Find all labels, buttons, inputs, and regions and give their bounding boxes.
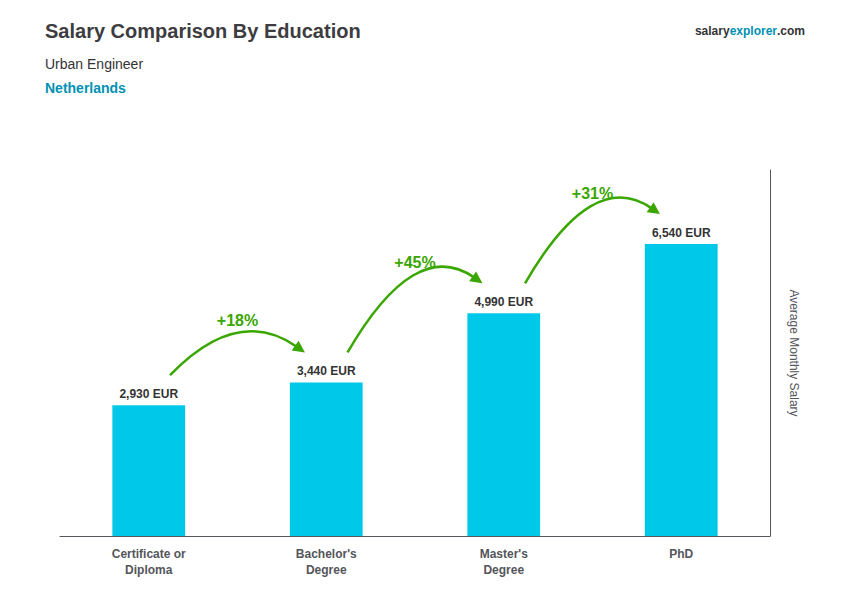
svg-text:4,990 EUR: 4,990 EUR xyxy=(474,295,533,309)
svg-text:Urban Engineer: Urban Engineer xyxy=(45,56,143,72)
svg-text:.com: .com xyxy=(777,24,805,38)
svg-text:explorer: explorer xyxy=(730,24,778,38)
svg-text:Degree: Degree xyxy=(306,563,347,577)
svg-text:Diploma: Diploma xyxy=(125,563,173,577)
svg-text:salary: salary xyxy=(695,24,730,38)
svg-text:+18%: +18% xyxy=(217,312,258,329)
svg-text:PhD: PhD xyxy=(669,547,693,561)
svg-text:+45%: +45% xyxy=(394,254,435,271)
svg-text:Bachelor's: Bachelor's xyxy=(296,547,357,561)
svg-text:Certificate or: Certificate or xyxy=(112,547,186,561)
svg-text:Average Monthly Salary: Average Monthly Salary xyxy=(787,289,801,416)
svg-text:2,930 EUR: 2,930 EUR xyxy=(119,387,178,401)
svg-text:6,540 EUR: 6,540 EUR xyxy=(652,226,711,240)
svg-text:+31%: +31% xyxy=(572,185,613,202)
svg-text:Salary Comparison By Education: Salary Comparison By Education xyxy=(45,20,361,42)
svg-text:3,440 EUR: 3,440 EUR xyxy=(297,364,356,378)
svg-text:Degree: Degree xyxy=(483,563,524,577)
svg-text:Master's: Master's xyxy=(480,547,529,561)
svg-text:Netherlands: Netherlands xyxy=(45,80,126,96)
